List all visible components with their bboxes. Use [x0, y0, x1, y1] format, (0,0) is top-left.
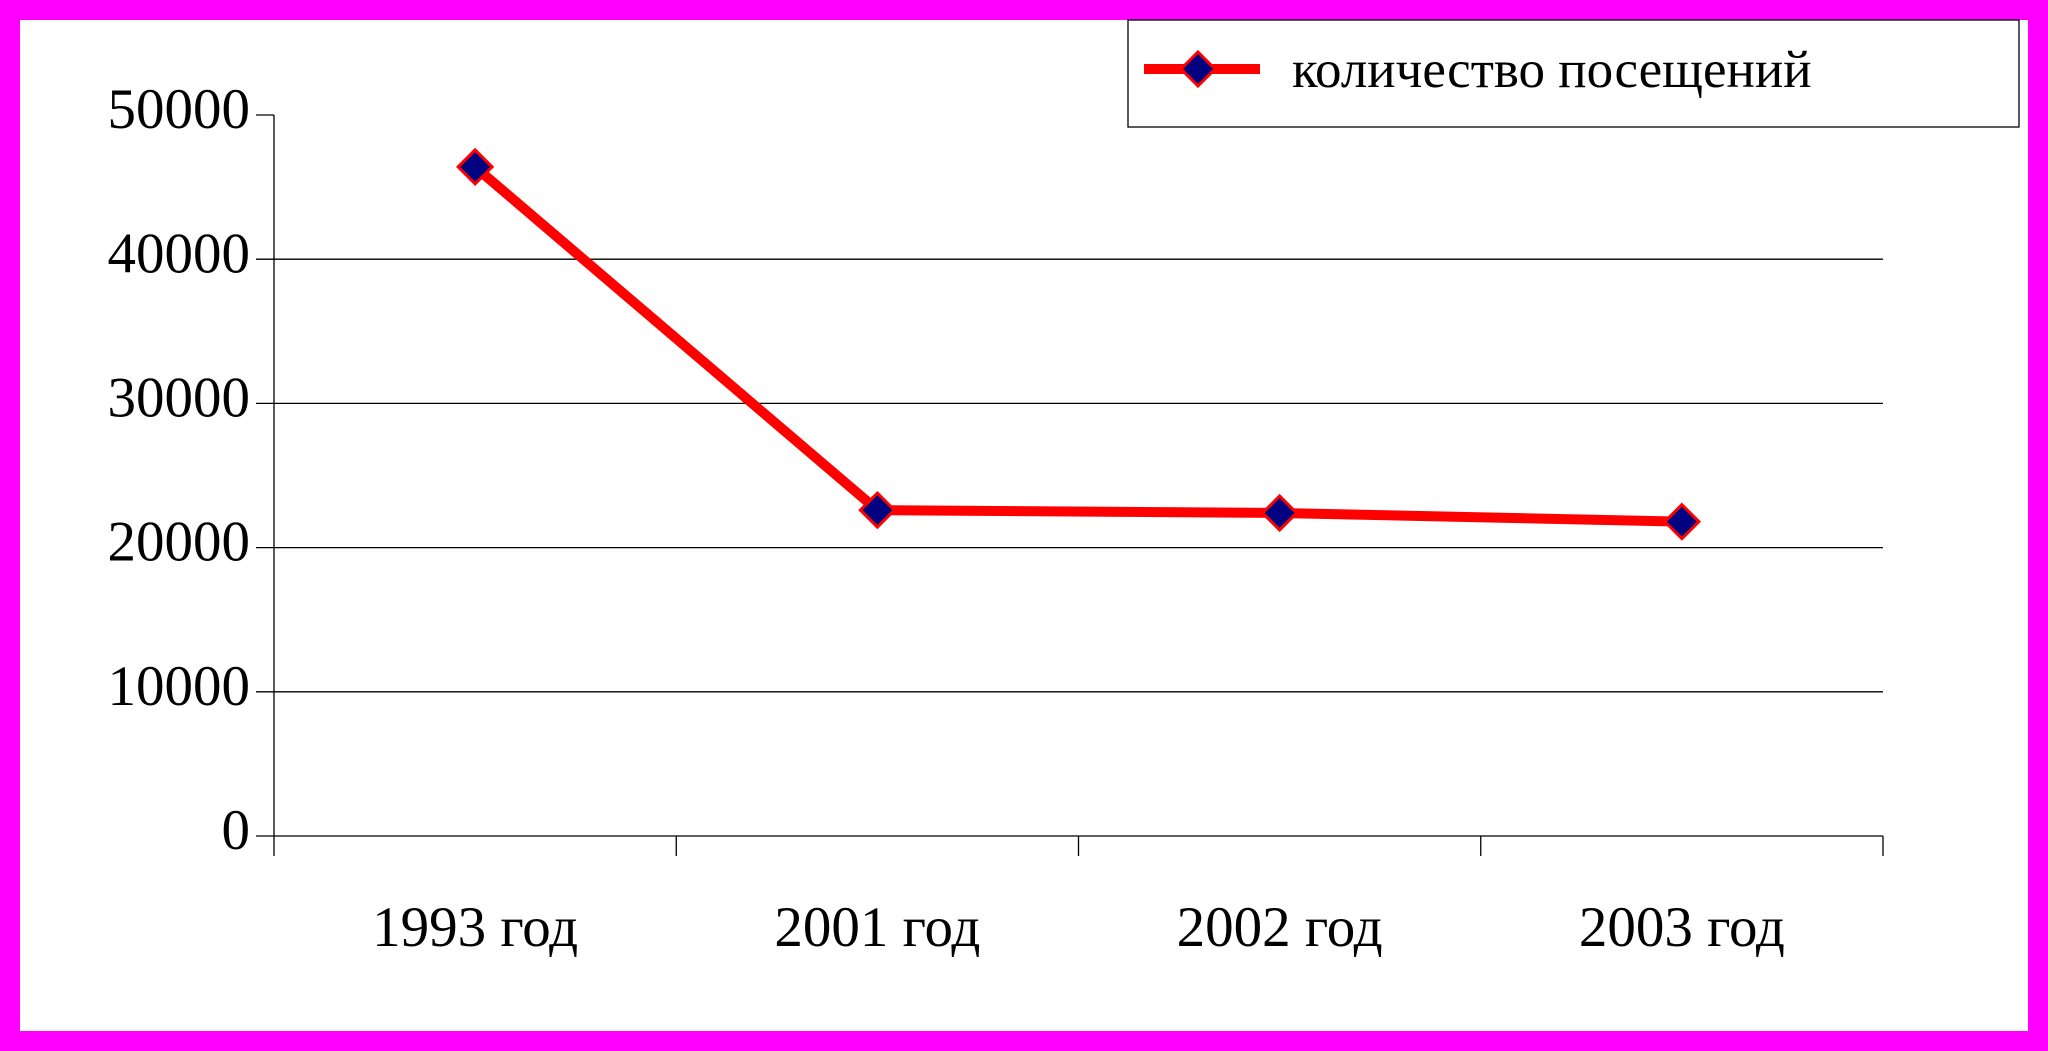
legend-box [1127, 19, 2020, 128]
data-marker [456, 147, 495, 187]
y-tick-label: 30000 [108, 366, 251, 429]
y-tick-label: 10000 [108, 655, 251, 718]
legend-marker [1178, 49, 1218, 89]
y-tick-label: 0 [222, 799, 251, 862]
data-line [471, 163, 1682, 527]
y-tick-label: 50000 [108, 78, 251, 141]
x-tick-label: 1993 год [372, 896, 578, 959]
y-tick-label: 20000 [108, 511, 251, 574]
chart-background [20, 20, 2028, 1031]
y-tick-label: 40000 [108, 222, 251, 285]
data-marker [1260, 493, 1299, 533]
x-tick-label: 2001 год [774, 896, 980, 959]
data-marker [858, 490, 897, 530]
x-tick-label: 2002 год [1177, 896, 1383, 959]
x-tick-label: 2003 год [1579, 896, 1785, 959]
legend-label: количество посещений [1292, 41, 1812, 99]
data-marker [1662, 502, 1702, 541]
